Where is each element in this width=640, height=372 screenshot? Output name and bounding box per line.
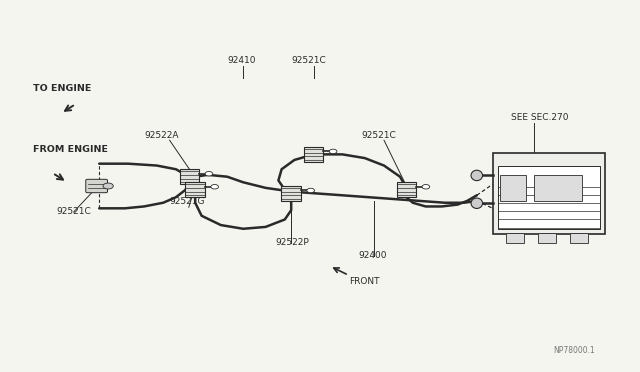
Text: 92522P: 92522P bbox=[275, 238, 309, 247]
Bar bbox=[538, 233, 556, 243]
Circle shape bbox=[211, 185, 218, 189]
Bar bbox=[180, 169, 199, 184]
Text: FROM ENGINE: FROM ENGINE bbox=[33, 145, 108, 154]
Circle shape bbox=[307, 188, 314, 193]
Circle shape bbox=[103, 183, 113, 189]
Text: NP78000.1: NP78000.1 bbox=[554, 346, 595, 355]
Bar bbox=[506, 233, 524, 243]
Bar bbox=[397, 182, 416, 197]
Bar bbox=[570, 233, 588, 243]
Ellipse shape bbox=[471, 198, 483, 208]
Text: 92400: 92400 bbox=[358, 251, 387, 260]
Circle shape bbox=[205, 171, 212, 176]
Text: 92521C: 92521C bbox=[362, 131, 396, 140]
Text: SEE SEC.270: SEE SEC.270 bbox=[511, 113, 568, 122]
Text: TO ENGINE: TO ENGINE bbox=[33, 84, 92, 93]
Text: 92521G: 92521G bbox=[170, 198, 205, 206]
Bar bbox=[282, 186, 301, 201]
Bar bbox=[498, 166, 600, 229]
Text: 92521C: 92521C bbox=[291, 56, 326, 65]
Circle shape bbox=[422, 185, 429, 189]
Circle shape bbox=[329, 149, 337, 154]
Bar bbox=[304, 147, 323, 162]
Text: 92410: 92410 bbox=[227, 56, 256, 65]
Bar bbox=[186, 182, 205, 197]
FancyBboxPatch shape bbox=[86, 179, 108, 193]
Text: 92522A: 92522A bbox=[144, 131, 179, 140]
Bar bbox=[500, 175, 526, 201]
Bar bbox=[493, 153, 605, 234]
Text: FRONT: FRONT bbox=[349, 277, 380, 286]
Bar bbox=[534, 175, 582, 201]
Ellipse shape bbox=[471, 170, 483, 181]
Text: 92521C: 92521C bbox=[56, 207, 91, 216]
